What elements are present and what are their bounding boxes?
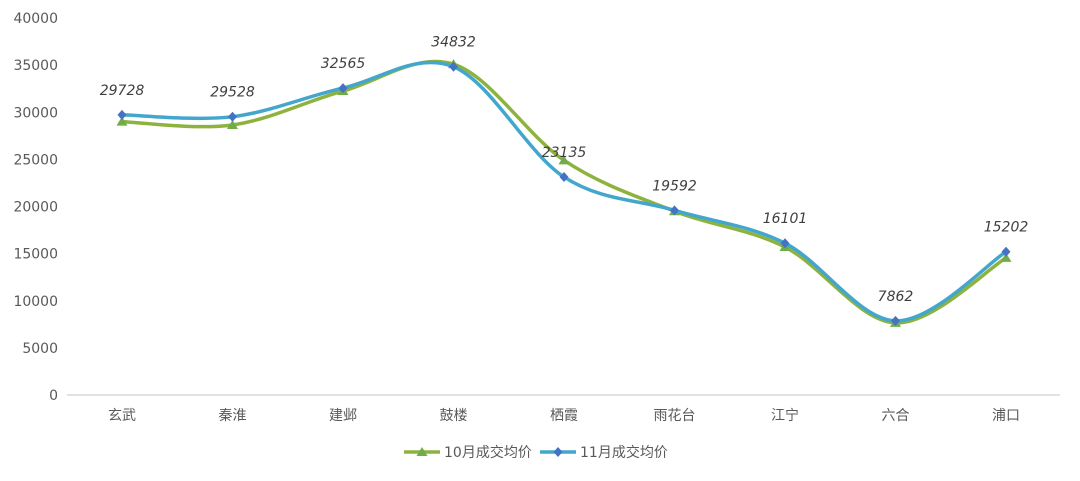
triangle-marker bbox=[1000, 252, 1012, 262]
diamond-marker bbox=[338, 83, 348, 94]
data-label: 7862 bbox=[878, 289, 914, 305]
diamond-marker bbox=[553, 447, 563, 457]
diamond-marker bbox=[117, 109, 127, 120]
x-tick-label: 玄武 bbox=[108, 407, 136, 424]
x-tick-label: 浦口 bbox=[992, 408, 1020, 424]
y-tick-label: 40000 bbox=[13, 11, 58, 27]
y-tick-label: 10000 bbox=[13, 294, 58, 310]
legend-label: 11月成交均价 bbox=[580, 444, 668, 461]
legend: 10月成交均价 11月成交均价 bbox=[404, 444, 668, 461]
y-tick-label: 20000 bbox=[13, 200, 58, 216]
data-label: 34832 bbox=[431, 35, 476, 51]
data-label: 19592 bbox=[652, 178, 697, 194]
data-label: 32565 bbox=[321, 56, 366, 72]
x-tick-label: 雨花台 bbox=[654, 408, 696, 424]
x-tick-label: 栖霞 bbox=[550, 408, 578, 424]
legend-label: 10月成交均价 bbox=[444, 444, 532, 461]
diamond-marker bbox=[670, 205, 679, 216]
x-tick-label: 六合 bbox=[882, 408, 910, 424]
data-label: 15202 bbox=[984, 220, 1029, 236]
x-axis-ticks: 玄武 秦淮 建邺 鼓楼 栖霞 雨花台 江宁 六合 浦口 bbox=[108, 407, 1020, 424]
y-axis-ticks: 0 5000 10000 15000 20000 25000 30000 35000 40000 bbox=[13, 11, 58, 404]
diamond-marker bbox=[449, 61, 458, 72]
x-tick-label: 秦淮 bbox=[219, 408, 247, 424]
triangle-marker bbox=[116, 116, 128, 126]
diamond-marker bbox=[559, 171, 569, 182]
diamond-marker bbox=[891, 315, 900, 326]
diamond-marker bbox=[228, 111, 237, 122]
y-tick-label: 25000 bbox=[13, 152, 58, 168]
data-label: 23135 bbox=[542, 145, 587, 161]
triangle-marker bbox=[416, 447, 428, 456]
data-labels: 29728 29528 32565 34832 23135 19592 16101 7862 1… bbox=[100, 35, 1029, 305]
series-group bbox=[116, 59, 1012, 327]
y-tick-label: 30000 bbox=[13, 105, 58, 121]
diamond-marker bbox=[780, 238, 790, 249]
x-tick-label: 江宁 bbox=[771, 407, 799, 424]
y-tick-label: 35000 bbox=[13, 58, 58, 74]
data-label: 16101 bbox=[763, 211, 808, 227]
y-tick-label: 15000 bbox=[13, 247, 58, 263]
y-tick-label: 0 bbox=[49, 388, 58, 404]
data-label: 29728 bbox=[100, 83, 145, 99]
x-tick-label: 建邺 bbox=[329, 408, 357, 424]
data-label: 29528 bbox=[210, 85, 255, 101]
triangle-marker bbox=[227, 119, 238, 129]
y-tick-label: 5000 bbox=[22, 341, 58, 357]
diamond-marker bbox=[1001, 246, 1011, 257]
triangle-marker bbox=[558, 155, 570, 165]
x-tick-label: 鼓楼 bbox=[440, 408, 468, 424]
series-line-2 bbox=[120, 60, 1008, 323]
